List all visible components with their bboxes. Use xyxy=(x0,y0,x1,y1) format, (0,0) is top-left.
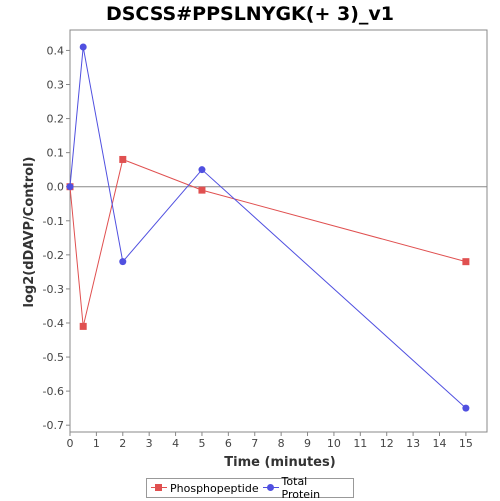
data-point-total-protein xyxy=(198,166,206,174)
x-tick-label: 0 xyxy=(67,437,74,450)
y-tick-label: 0.0 xyxy=(47,181,65,194)
y-tick-label: 0.3 xyxy=(47,79,65,92)
legend-item-phosphopeptide: Phosphopeptide xyxy=(151,482,259,495)
legend-swatch-total-protein xyxy=(262,483,279,493)
x-tick-label: 3 xyxy=(146,437,153,450)
x-tick-label: 8 xyxy=(278,437,285,450)
data-point-phosphopeptide xyxy=(198,186,206,194)
data-point-phosphopeptide xyxy=(462,258,470,266)
x-tick-label: 11 xyxy=(353,437,367,450)
legend: Phosphopeptide Total Protein xyxy=(146,475,354,501)
y-tick-label: -0.3 xyxy=(43,283,64,296)
x-tick-label: 14 xyxy=(432,437,446,450)
x-tick-label: 10 xyxy=(327,437,341,450)
x-tick-label: 4 xyxy=(172,437,179,450)
x-tick-label: 6 xyxy=(225,437,232,450)
y-tick-label: -0.1 xyxy=(43,215,64,228)
x-axis-label: Time (minutes) xyxy=(224,455,335,470)
chart-title: DSCSS#PPSLNYGK(+ 3)_v1 xyxy=(105,3,395,25)
legend-label-phosphopeptide: Phosphopeptide xyxy=(170,481,259,495)
y-tick-label: 0.1 xyxy=(47,147,65,160)
x-tick-label: 9 xyxy=(304,437,311,450)
x-tick-label: 2 xyxy=(119,437,126,450)
data-point-total-protein xyxy=(462,404,470,412)
y-axis-label: log2(dDAVP/Control) xyxy=(22,157,37,308)
legend-item-total-protein: Total Protein xyxy=(262,475,349,501)
plot-area xyxy=(69,29,488,433)
y-tick-label: -0.6 xyxy=(43,385,64,398)
y-tick-label: 0.4 xyxy=(47,44,65,57)
legend-label-total-protein: Total Protein xyxy=(281,475,321,501)
x-tick-label: 5 xyxy=(198,437,205,450)
y-tick-label: -0.5 xyxy=(43,351,64,364)
x-tick-label: 15 xyxy=(459,437,473,450)
data-point-total-protein xyxy=(119,258,127,266)
x-tick-label: 13 xyxy=(406,437,420,450)
data-point-total-protein xyxy=(79,43,87,51)
x-tick-label: 1 xyxy=(93,437,100,450)
y-tick-label: -0.7 xyxy=(43,419,64,432)
x-tick-label: 12 xyxy=(380,437,394,450)
y-tick-label: 0.2 xyxy=(47,113,65,126)
data-point-total-protein xyxy=(66,183,74,191)
data-point-phosphopeptide xyxy=(79,322,87,330)
x-tick-label: 7 xyxy=(251,437,258,450)
legend-swatch-phosphopeptide xyxy=(151,483,167,493)
y-tick-label: -0.4 xyxy=(43,317,64,330)
data-point-phosphopeptide xyxy=(119,155,127,163)
y-tick-label: -0.2 xyxy=(43,249,64,262)
